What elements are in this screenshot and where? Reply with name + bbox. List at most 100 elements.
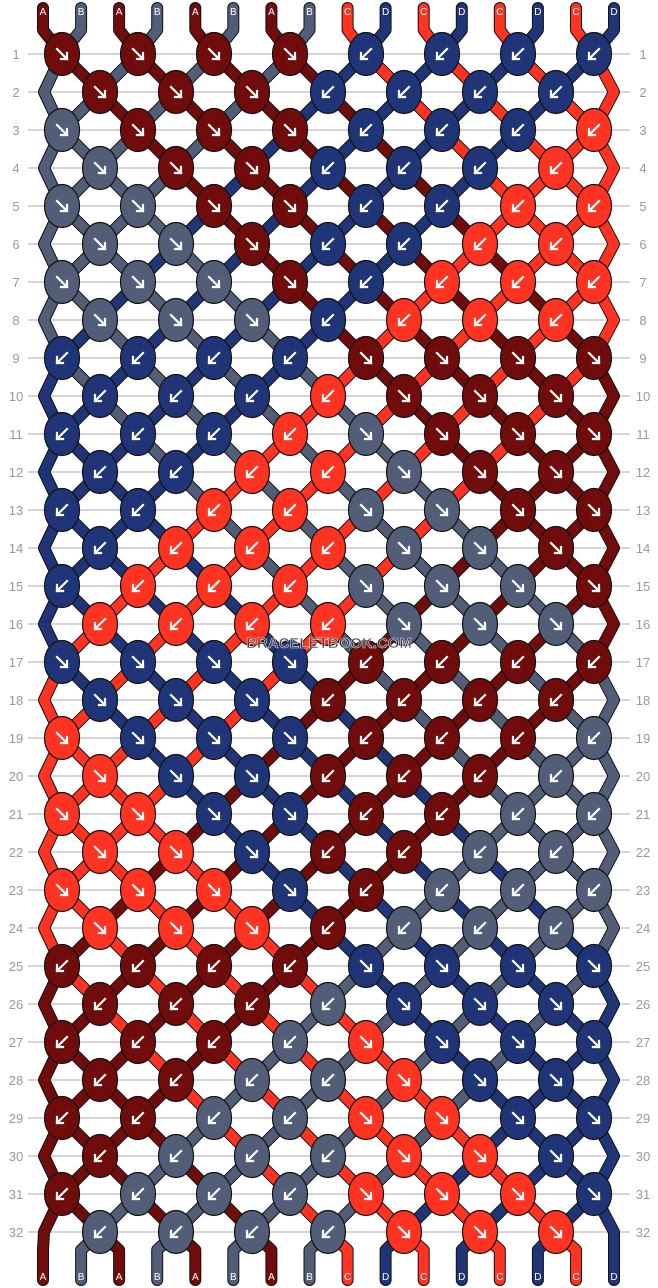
knot: [423, 1171, 461, 1217]
knot: [461, 373, 499, 419]
knot: [347, 335, 385, 381]
arrow-down-right-icon: [131, 883, 145, 897]
arrow-down-right-icon: [587, 1035, 601, 1049]
arrow-down-left-icon: [321, 1073, 335, 1087]
row-number-right: 29: [636, 1111, 650, 1126]
arrow-down-right-icon: [397, 617, 411, 631]
arrow-down-right-icon: [397, 997, 411, 1011]
arrow-down-left-icon: [511, 123, 525, 137]
row-number-right: 27: [636, 1035, 650, 1050]
arrow-down-right-icon: [245, 845, 259, 859]
arrow-down-left-icon: [245, 1149, 259, 1163]
knot: [81, 601, 119, 647]
arrow-down-left-icon: [511, 731, 525, 745]
knot: [119, 31, 157, 77]
knot: [575, 411, 613, 457]
knot: [423, 715, 461, 761]
string-label-top: A: [40, 7, 47, 18]
knot: [271, 1019, 309, 1065]
arrow-down-left-icon: [511, 199, 525, 213]
arrow-down-right-icon: [283, 883, 297, 897]
row-number-left: 2: [12, 85, 19, 100]
string-label-top: C: [572, 7, 579, 18]
arrow-down-left-icon: [321, 85, 335, 99]
arrow-down-right-icon: [359, 1111, 373, 1125]
arrow-down-right-icon: [359, 579, 373, 593]
arrow-down-right-icon: [359, 959, 373, 973]
row-number-left: 25: [9, 959, 23, 974]
knot: [81, 69, 119, 115]
knot: [81, 1209, 119, 1255]
arrow-down-right-icon: [283, 731, 297, 745]
row-number-right: 25: [636, 959, 650, 974]
row-number-left: 28: [9, 1073, 23, 1088]
arrow-down-right-icon: [55, 47, 69, 61]
string-label-bottom: C: [420, 1272, 427, 1283]
row-number-right: 23: [636, 883, 650, 898]
arrow-down-right-icon: [549, 541, 563, 555]
knot: [499, 487, 537, 533]
arrow-down-left-icon: [93, 1149, 107, 1163]
knot: [347, 1095, 385, 1141]
row-number-right: 7: [639, 275, 646, 290]
arrow-down-left-icon: [397, 769, 411, 783]
arrow-down-right-icon: [131, 731, 145, 745]
arrow-down-right-icon: [587, 1111, 601, 1125]
knot: [309, 1209, 347, 1255]
arrow-down-right-icon: [359, 1035, 373, 1049]
arrow-down-left-icon: [245, 1225, 259, 1239]
arrow-down-left-icon: [55, 1111, 69, 1125]
arrow-down-right-icon: [359, 427, 373, 441]
arrow-down-left-icon: [131, 427, 145, 441]
knot: [575, 107, 613, 153]
knot: [347, 867, 385, 913]
knot: [537, 1133, 575, 1179]
row-number-left: 26: [9, 997, 23, 1012]
knot: [423, 563, 461, 609]
knot: [195, 943, 233, 989]
arrow-down-left-icon: [207, 1035, 221, 1049]
row-number-left: 22: [9, 845, 23, 860]
arrow-down-left-icon: [93, 997, 107, 1011]
row-number-right: 17: [636, 655, 650, 670]
arrow-down-left-icon: [397, 237, 411, 251]
string-label-bottom: A: [40, 1272, 47, 1283]
arrow-down-left-icon: [549, 921, 563, 935]
arrow-down-left-icon: [435, 275, 449, 289]
row-number-left: 14: [9, 541, 23, 556]
arrow-down-left-icon: [549, 313, 563, 327]
arrow-down-right-icon: [473, 1225, 487, 1239]
knot: [575, 1171, 613, 1217]
string-label-top: C: [344, 7, 351, 18]
knot: [43, 411, 81, 457]
knot: [347, 1019, 385, 1065]
arrow-down-right-icon: [55, 275, 69, 289]
knot: [271, 411, 309, 457]
string-label-top: A: [192, 7, 199, 18]
knot: [43, 943, 81, 989]
knot: [43, 183, 81, 229]
arrow-down-left-icon: [587, 883, 601, 897]
arrow-down-left-icon: [397, 161, 411, 175]
knot: [537, 601, 575, 647]
knot: [423, 1095, 461, 1141]
arrow-down-left-icon: [131, 959, 145, 973]
knot: [309, 905, 347, 951]
arrow-down-right-icon: [587, 427, 601, 441]
row-number-left: 5: [12, 199, 19, 214]
knot: [309, 753, 347, 799]
arrow-down-right-icon: [511, 1187, 525, 1201]
knot: [461, 449, 499, 495]
knot: [43, 259, 81, 305]
arrow-down-left-icon: [473, 313, 487, 327]
knot: [499, 791, 537, 837]
knot: [309, 677, 347, 723]
arrow-down-left-icon: [283, 1111, 297, 1125]
string-label-bottom: D: [610, 1272, 617, 1283]
knot: [81, 373, 119, 419]
row-number-left: 24: [9, 921, 23, 936]
arrow-down-left-icon: [245, 617, 259, 631]
knot: [461, 1209, 499, 1255]
knot: [119, 943, 157, 989]
knot: [233, 905, 271, 951]
